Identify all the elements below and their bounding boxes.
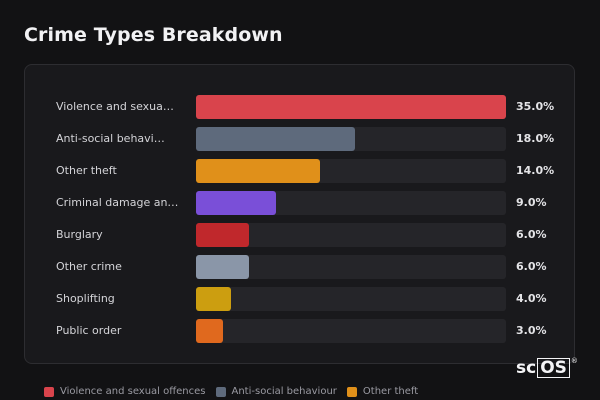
bar-track [196, 255, 506, 279]
bar-fill[interactable] [196, 255, 249, 279]
legend-label: Violence and sexual offences [60, 386, 206, 397]
legend-item[interactable]: Anti-social behaviour [215, 386, 337, 397]
bar-track [196, 223, 506, 247]
bar-fill[interactable] [196, 287, 231, 311]
bar-value-label: 35.0% [516, 100, 555, 113]
bar-label: Other theft [56, 164, 117, 177]
bar-label: Violence and sexua… [56, 100, 174, 113]
bar-row: Public order 3.0% [25, 319, 574, 343]
logo-text-sc: sc [516, 358, 537, 378]
chart-title: Crime Types Breakdown [24, 24, 283, 46]
bar-track [196, 319, 506, 343]
chart-legend: Violence and sexual offences Anti-social … [44, 386, 428, 397]
chart-panel: Violence and sexua… 35.0% Anti-social beha… [24, 64, 575, 364]
bar-value-label: 6.0% [516, 260, 547, 273]
bar-fill[interactable] [196, 159, 320, 183]
bar-row: Other theft 14.0% [25, 159, 574, 183]
bar-value-label: 18.0% [516, 132, 555, 145]
bar-track [196, 287, 506, 311]
bar-fill[interactable] [196, 223, 249, 247]
bar-track [196, 191, 506, 215]
bar-fill[interactable] [196, 127, 355, 151]
bar-track [196, 159, 506, 183]
bar-value-label: 3.0% [516, 324, 547, 337]
bar-fill[interactable] [196, 95, 506, 119]
bar-value-label: 14.0% [516, 164, 555, 177]
logo-registered-mark: ® [570, 357, 578, 365]
legend-item[interactable]: Other theft [346, 386, 419, 397]
legend-swatch [44, 386, 54, 397]
bar-fill[interactable] [196, 319, 223, 343]
legend-item[interactable]: Violence and sexual offences [44, 386, 206, 397]
legend-swatch [346, 386, 357, 397]
bar-label: Burglary [56, 228, 103, 241]
bar-row: Criminal damage an… 9.0% [25, 191, 574, 215]
bar-row: Other crime 6.0% [25, 255, 574, 279]
bar-row: Burglary 6.0% [25, 223, 574, 247]
bar-value-label: 4.0% [516, 292, 547, 305]
bar-label: Other crime [56, 260, 122, 273]
bar-row: Shoplifting 4.0% [25, 287, 574, 311]
scos-logo: sc OS ® [516, 357, 578, 378]
bar-row: Violence and sexua… 35.0% [25, 95, 574, 119]
bar-track [196, 95, 506, 119]
bar-label: Anti-social behavi… [56, 132, 165, 145]
bar-fill[interactable] [196, 191, 276, 215]
bar-label: Public order [56, 324, 122, 337]
bar-value-label: 9.0% [516, 196, 547, 209]
bar-track [196, 127, 506, 151]
bar-label: Shoplifting [56, 292, 115, 305]
bar-value-label: 6.0% [516, 228, 547, 241]
legend-swatch [215, 386, 226, 397]
logo-text-os: OS [537, 358, 570, 378]
bar-label: Criminal damage an… [56, 196, 178, 209]
legend-label: Anti-social behaviour [231, 386, 337, 397]
bar-row: Anti-social behavi… 18.0% [25, 127, 574, 151]
legend-label: Other theft [362, 386, 419, 397]
